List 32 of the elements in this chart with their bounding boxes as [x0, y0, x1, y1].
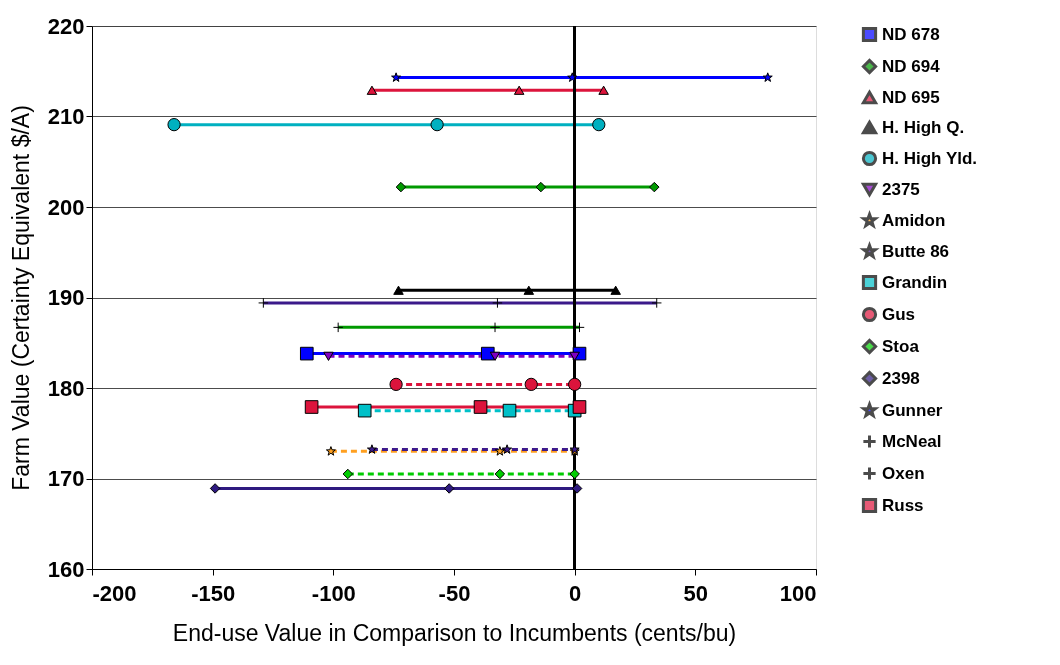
legend-label: Stoa: [882, 336, 920, 356]
legend-label: Grandin: [882, 272, 948, 292]
x-tick-label: -100: [311, 580, 356, 606]
legend-label: McNeal: [882, 431, 942, 451]
legend-label: Butte 86: [882, 241, 950, 261]
y-tick-label: 190: [47, 285, 85, 310]
legend-label: Oxen: [882, 463, 925, 483]
legend-label: Russ: [882, 495, 924, 515]
legend-label: H. High Yld.: [882, 148, 978, 168]
x-tick-label: 100: [779, 580, 817, 606]
y-tick-label: 160: [47, 556, 85, 582]
x-tick-label: 0: [569, 580, 582, 606]
legend-label: Gunner: [882, 400, 943, 420]
legend-label: 2375: [882, 179, 920, 199]
y-tick-label: 200: [47, 194, 85, 220]
legend-label: H. High Q.: [882, 117, 965, 137]
x-tick-label: 50: [683, 580, 709, 606]
y-axis-title: Farm Value (Certainty Equivalent $/A): [7, 105, 34, 491]
x-tick-label: -50: [438, 580, 471, 606]
legend-label: ND 678: [882, 24, 940, 44]
y-tick-label: 220: [47, 13, 85, 39]
legend-label: 2398: [882, 368, 920, 388]
x-tick-label: -150: [191, 580, 236, 606]
legend-label: Gus: [882, 304, 916, 324]
x-tick-label: -200: [92, 580, 137, 606]
x-axis-title: End-use Value in Comparison to Incumbents (cents/bu): [172, 619, 737, 646]
y-tick-label: 170: [47, 466, 85, 491]
y-tick-label: 210: [47, 104, 85, 129]
legend-label: ND 695: [882, 87, 940, 107]
legend-label: ND 694: [882, 56, 941, 76]
legend-label: Amidon: [882, 210, 946, 230]
y-tick-label: 180: [47, 375, 85, 401]
